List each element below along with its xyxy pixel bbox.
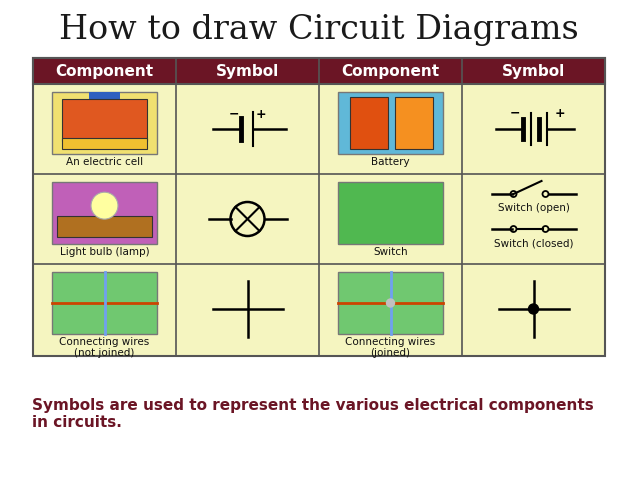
Bar	[338, 273, 443, 333]
Text: Switch (open): Switch (open)	[498, 203, 570, 213]
Bar	[33, 58, 605, 356]
Bar	[338, 182, 443, 244]
Text: +: +	[554, 106, 565, 119]
Circle shape	[387, 299, 394, 307]
Text: in circuits.: in circuits.	[32, 415, 122, 430]
Bar	[57, 216, 152, 238]
Circle shape	[528, 304, 538, 314]
Bar	[52, 92, 158, 154]
Bar	[395, 97, 433, 148]
Bar	[52, 273, 158, 333]
Text: −: −	[509, 106, 520, 119]
Circle shape	[91, 192, 118, 219]
Text: Connecting wires
(not joined): Connecting wires (not joined)	[59, 337, 150, 358]
Text: +: +	[255, 107, 266, 121]
Text: Light bulb (lamp): Light bulb (lamp)	[60, 247, 149, 257]
Bar	[89, 92, 121, 102]
Bar	[52, 182, 158, 244]
Bar	[62, 99, 147, 141]
Text: Symbol: Symbol	[216, 64, 279, 79]
Text: Connecting wires
(joined): Connecting wires (joined)	[345, 337, 436, 358]
Text: Switch (closed): Switch (closed)	[494, 238, 574, 248]
Text: An electric cell: An electric cell	[66, 157, 143, 167]
Text: Component: Component	[341, 64, 440, 79]
Text: Symbols are used to represent the various electrical components: Symbols are used to represent the variou…	[32, 398, 594, 413]
Bar	[62, 138, 147, 149]
Text: −: −	[228, 107, 239, 121]
Text: Component: Component	[56, 64, 154, 79]
Text: How to draw Circuit Diagrams: How to draw Circuit Diagrams	[59, 14, 579, 46]
Text: Symbol: Symbol	[502, 64, 565, 79]
Bar	[350, 97, 389, 148]
Text: Battery: Battery	[371, 157, 410, 167]
Bar	[33, 58, 605, 84]
Text: Switch: Switch	[373, 247, 408, 257]
Bar	[338, 92, 443, 154]
